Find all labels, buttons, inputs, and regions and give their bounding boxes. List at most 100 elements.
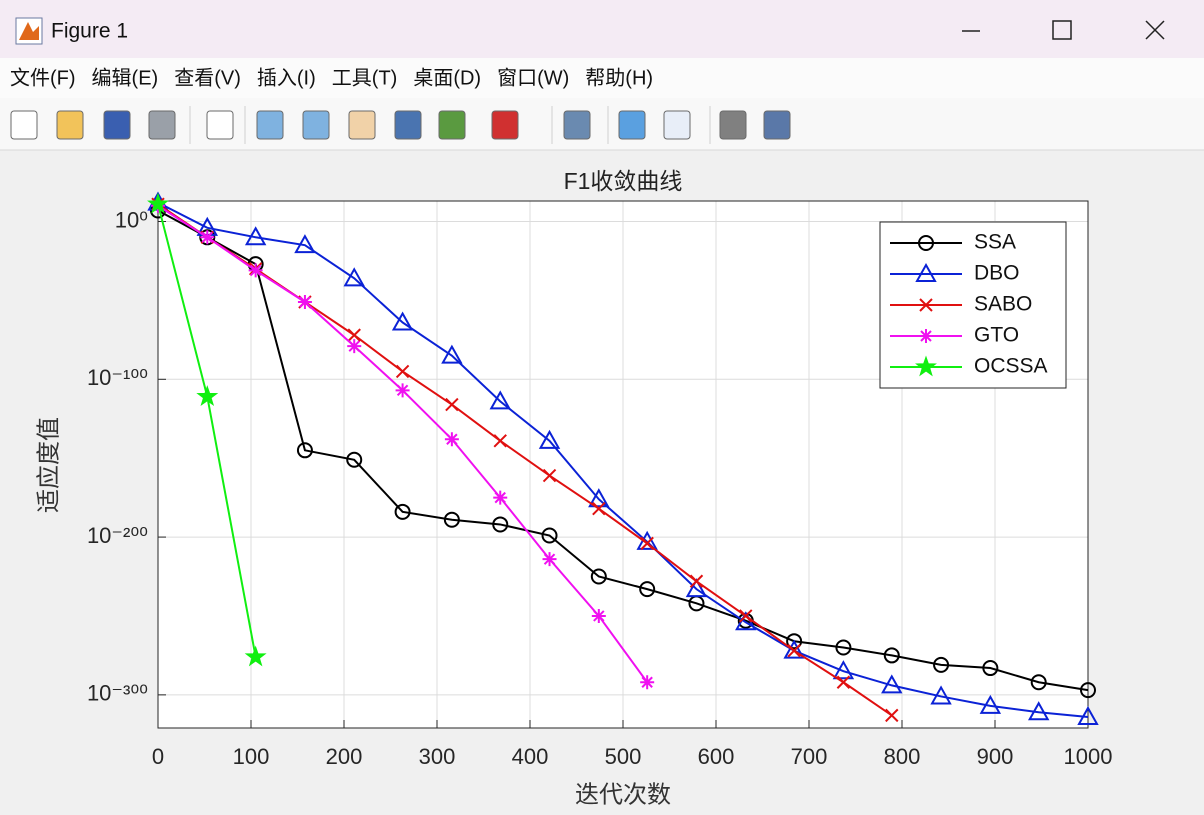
- marker-triangle: [1077, 705, 1099, 725]
- marker-triangle: [489, 390, 511, 410]
- legend-label: GTO: [974, 324, 1019, 347]
- marker: [441, 344, 463, 364]
- menu-item[interactable]: 窗口(W): [497, 66, 569, 89]
- axes-box: [157, 200, 1089, 729]
- marker: [786, 633, 803, 650]
- marker: [640, 536, 654, 551]
- menu-bar: [0, 58, 1204, 98]
- toolbar-button[interactable]: [763, 110, 791, 140]
- marker: [445, 397, 459, 412]
- menu-item[interactable]: 编辑(E): [92, 66, 159, 89]
- marker-triangle: [685, 578, 708, 598]
- y-tick-label: 10⁻¹⁰⁰: [87, 365, 148, 390]
- toolbar-button[interactable]: [10, 110, 38, 140]
- marker-circle: [492, 516, 509, 533]
- marker: [296, 442, 313, 459]
- legend-label: SSA: [974, 231, 1016, 254]
- toolbar-button[interactable]: [563, 110, 591, 140]
- x-axis-label: 迭代次数: [575, 781, 671, 808]
- marker: [919, 298, 933, 312]
- marker: [979, 694, 1002, 714]
- toolbar-button[interactable]: [206, 110, 234, 140]
- maximize-button[interactable]: [1052, 20, 1072, 40]
- marker: [835, 639, 852, 656]
- marker-cross: [592, 501, 606, 516]
- toolbar-button[interactable]: [618, 110, 646, 140]
- marker: [444, 432, 459, 447]
- marker: [492, 516, 509, 533]
- marker: [248, 263, 263, 278]
- marker-cross: [689, 574, 704, 588]
- marker: [196, 385, 219, 406]
- marker: [1028, 701, 1050, 721]
- marker-circle: [296, 442, 313, 459]
- marker: [1080, 682, 1096, 699]
- marker-triangle: [294, 234, 316, 254]
- marker-star: [147, 192, 169, 214]
- x-tick-label: 1000: [1064, 744, 1113, 769]
- toolbar: [0, 98, 1204, 150]
- marker: [1077, 705, 1099, 725]
- marker-triangle: [441, 344, 463, 364]
- x-tick-label: 100: [233, 744, 270, 769]
- marker: [836, 675, 851, 689]
- menu-item[interactable]: 工具(T): [332, 67, 398, 89]
- toolbar-button[interactable]: [491, 110, 519, 140]
- toolbar-button[interactable]: [663, 110, 691, 140]
- marker: [394, 503, 411, 520]
- toolbar-button[interactable]: [348, 110, 376, 140]
- marker-circle: [982, 660, 999, 677]
- menu-item[interactable]: 帮助(H): [585, 66, 653, 89]
- toolbar-button[interactable]: [256, 110, 284, 140]
- marker-triangle: [930, 685, 952, 705]
- marker-circle: [443, 511, 460, 528]
- marker-triangle: [783, 639, 805, 659]
- toolbar-button[interactable]: [103, 110, 131, 140]
- marker-cross: [739, 609, 753, 623]
- marker: [343, 267, 365, 287]
- marker-triangle: [832, 660, 855, 680]
- marker: [244, 645, 267, 667]
- marker: [787, 643, 801, 658]
- menu-item[interactable]: 查看(V): [174, 66, 241, 89]
- marker-cross: [919, 298, 933, 312]
- marker: [347, 328, 361, 342]
- marker: [591, 608, 606, 623]
- menu-item[interactable]: 桌面(D): [413, 66, 481, 89]
- menu-item[interactable]: 文件(F): [10, 66, 76, 89]
- toolbar-button[interactable]: [719, 110, 747, 140]
- toolbar-button[interactable]: [302, 110, 330, 140]
- toolbar-button[interactable]: [148, 110, 176, 140]
- marker: [541, 527, 558, 544]
- legend-label: OCSSA: [974, 355, 1048, 378]
- marker-asterisk: [919, 329, 933, 343]
- marker: [395, 364, 410, 379]
- marker: [930, 685, 952, 705]
- marker: [685, 578, 708, 598]
- x-tick-label: 900: [977, 744, 1014, 769]
- marker: [883, 647, 900, 664]
- toolbar-button[interactable]: [438, 110, 466, 140]
- marker: [588, 488, 610, 508]
- close-button[interactable]: [1145, 20, 1165, 40]
- marker-cross: [493, 434, 507, 448]
- marker: [590, 568, 607, 585]
- marker-star: [915, 355, 937, 377]
- menu-item[interactable]: 插入(I): [257, 66, 316, 89]
- marker: [639, 581, 656, 598]
- marker: [919, 329, 933, 343]
- marker: [346, 451, 363, 468]
- marker-triangle: [391, 311, 414, 331]
- x-tick-label: 600: [698, 744, 735, 769]
- toolbar-button[interactable]: [394, 110, 422, 140]
- window-title: Figure 1: [51, 20, 128, 43]
- toolbar-button[interactable]: [56, 110, 84, 140]
- marker-circle: [1030, 674, 1047, 691]
- marker-asterisk: [493, 490, 508, 505]
- marker: [783, 639, 805, 659]
- marker-circle: [639, 581, 656, 598]
- x-tick-label: 300: [419, 744, 456, 769]
- app-icon-shape: [19, 22, 39, 40]
- marker: [739, 609, 753, 623]
- marker: [489, 390, 511, 410]
